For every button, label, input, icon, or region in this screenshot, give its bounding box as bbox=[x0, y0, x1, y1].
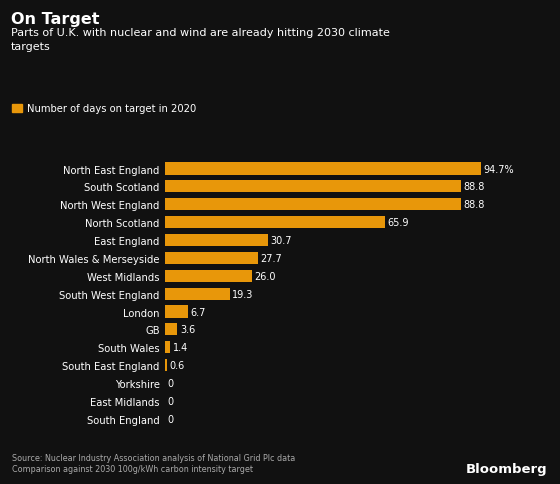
Text: 0: 0 bbox=[168, 414, 174, 424]
Bar bbox=[165, 217, 385, 229]
Bar bbox=[165, 163, 481, 175]
Text: Source: Nuclear Industry Association analysis of National Grid Plc data
Comparis: Source: Nuclear Industry Association ana… bbox=[12, 453, 296, 473]
Text: 3.6: 3.6 bbox=[180, 325, 195, 335]
Text: 27.7: 27.7 bbox=[260, 253, 282, 263]
Bar bbox=[165, 306, 188, 318]
Bar bbox=[165, 234, 268, 246]
Text: 19.3: 19.3 bbox=[232, 289, 254, 299]
Bar bbox=[165, 199, 461, 211]
Bar bbox=[165, 252, 258, 264]
Text: 30.7: 30.7 bbox=[270, 236, 292, 245]
Text: Number of days on target in 2020: Number of days on target in 2020 bbox=[27, 104, 196, 114]
Text: 26.0: 26.0 bbox=[255, 271, 276, 281]
Text: 0: 0 bbox=[168, 378, 174, 388]
Text: 6.7: 6.7 bbox=[190, 307, 206, 317]
Bar bbox=[165, 324, 177, 336]
Text: Bloomberg: Bloomberg bbox=[466, 462, 548, 475]
Text: Parts of U.K. with nuclear and wind are already hitting 2030 climate
targets: Parts of U.K. with nuclear and wind are … bbox=[11, 28, 390, 52]
Text: On Target: On Target bbox=[11, 12, 100, 27]
Bar bbox=[165, 342, 170, 354]
Text: 0.6: 0.6 bbox=[170, 361, 185, 370]
Text: 0: 0 bbox=[168, 396, 174, 406]
Bar bbox=[165, 181, 461, 193]
Text: 94.7%: 94.7% bbox=[483, 164, 514, 174]
Bar bbox=[165, 288, 230, 300]
Text: 88.8: 88.8 bbox=[464, 200, 486, 210]
Text: 1.4: 1.4 bbox=[172, 343, 188, 352]
Bar bbox=[165, 359, 167, 371]
Text: 88.8: 88.8 bbox=[464, 182, 486, 192]
Bar bbox=[165, 270, 252, 282]
Text: 65.9: 65.9 bbox=[388, 218, 409, 227]
